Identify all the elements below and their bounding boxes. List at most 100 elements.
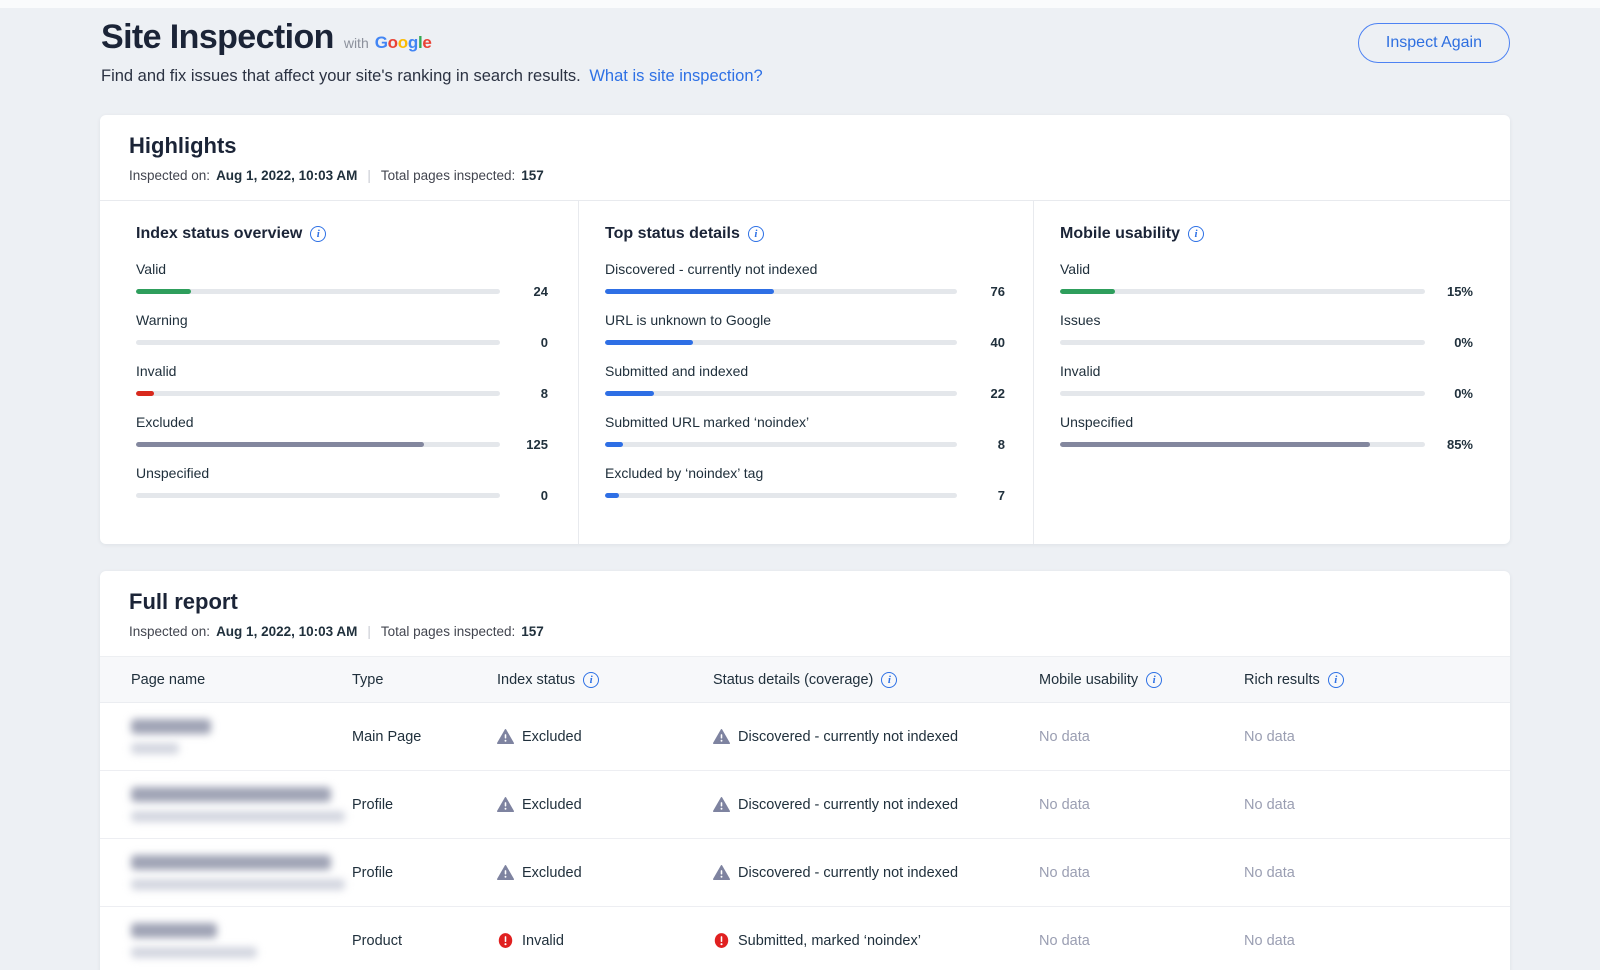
google-letter: G (375, 33, 388, 52)
column-title: Index status overview (136, 225, 302, 243)
mobile-usability-cell: No data (1039, 797, 1244, 813)
total-pages-label: Total pages inspected: (381, 168, 515, 183)
progress-bar (605, 493, 957, 498)
with-label: with (344, 35, 369, 51)
error-icon (713, 932, 730, 949)
full-report-table: Page name Type Index statusi Status deta… (100, 656, 1510, 970)
stat-excluded-noindex-tag: Excluded by ‘noindex’ tag 7 (605, 465, 1005, 503)
meta-separator: | (363, 624, 375, 639)
full-report-title: Full report (129, 589, 1480, 615)
info-icon[interactable]: i (310, 226, 326, 242)
progress-bar (1060, 442, 1425, 447)
warning-icon (713, 864, 730, 881)
full-report-card: Full report Inspected on: Aug 1, 2022, 1… (100, 571, 1510, 970)
index-status-cell: Invalid (497, 932, 713, 949)
stat-discovered-not-indexed: Discovered - currently not indexed 76 (605, 261, 1005, 299)
highlights-title: Highlights (129, 133, 1480, 159)
inspect-again-button[interactable]: Inspect Again (1358, 23, 1510, 63)
page-subtitle: Find and fix issues that affect your sit… (101, 67, 581, 85)
status-details-cell: Discovered - currently not indexed (713, 864, 1039, 881)
stat-submitted-indexed: Submitted and indexed 22 (605, 363, 1005, 401)
table-row: Product Invalid Submitted, marked ‘noind… (100, 907, 1510, 970)
google-letter: o (398, 33, 408, 52)
info-icon[interactable]: i (1328, 672, 1344, 688)
column-title: Top status details (605, 225, 740, 243)
index-status-cell: Excluded (497, 796, 713, 813)
total-pages-value: 157 (521, 168, 544, 183)
stat-excluded: Excluded 125 (136, 414, 548, 452)
mobile-usability-cell: No data (1039, 933, 1244, 949)
column-header-status-details: Status details (coverage)i (713, 672, 1039, 688)
error-icon (497, 932, 514, 949)
inspected-on-value: Aug 1, 2022, 10:03 AM (216, 168, 357, 183)
page-type: Main Page (352, 729, 497, 745)
total-pages-value: 157 (521, 624, 544, 639)
stat-submitted-noindex: Submitted URL marked ‘noindex’ 8 (605, 414, 1005, 452)
page-type: Profile (352, 865, 497, 881)
meta-separator: | (363, 168, 375, 183)
progress-bar (605, 340, 957, 345)
table-row: Profile Excluded Discovered - currently … (100, 839, 1510, 907)
inspected-on-label: Inspected on: (129, 168, 210, 183)
google-letter: o (388, 33, 398, 52)
page-type: Product (352, 933, 497, 949)
progress-bar (136, 340, 500, 345)
progress-bar (605, 391, 957, 396)
redacted-page-name (131, 787, 345, 822)
table-row: Profile Excluded Discovered - currently … (100, 771, 1510, 839)
stat-valid: Valid 24 (136, 261, 548, 299)
column-header-rich-results: Rich resultsi (1244, 672, 1510, 688)
column-header-page-name: Page name (100, 672, 352, 688)
column-title: Mobile usability (1060, 225, 1180, 243)
progress-bar (1060, 289, 1425, 294)
rich-results-cell: No data (1244, 797, 1510, 813)
table-header-row: Page name Type Index statusi Status deta… (100, 657, 1510, 703)
warning-icon (713, 796, 730, 813)
info-icon[interactable]: i (583, 672, 599, 688)
status-details-cell: Discovered - currently not indexed (713, 728, 1039, 745)
index-status-cell: Excluded (497, 864, 713, 881)
rich-results-cell: No data (1244, 933, 1510, 949)
what-is-site-inspection-link[interactable]: What is site inspection? (589, 67, 762, 85)
page-title: Site Inspection (101, 18, 334, 57)
progress-bar (136, 493, 500, 498)
table-row: Main Page Excluded Discovered - currentl… (100, 703, 1510, 771)
stat-mobile-unspecified: Unspecified 85% (1060, 414, 1473, 452)
stat-mobile-issues: Issues 0% (1060, 312, 1473, 350)
column-header-mobile-usability: Mobile usabilityi (1039, 672, 1244, 688)
redacted-page-name (131, 923, 257, 958)
google-logo: Google (375, 33, 432, 53)
info-icon[interactable]: i (1188, 226, 1204, 242)
status-details-cell: Submitted, marked ‘noindex’ (713, 932, 1039, 949)
mobile-usability-column: Mobile usabilityi Valid 15% Issues 0% In… (1033, 201, 1510, 544)
inspected-on-label: Inspected on: (129, 624, 210, 639)
page-header: Site Inspection with Google Find and fix… (0, 8, 1600, 101)
mobile-usability-cell: No data (1039, 729, 1244, 745)
mobile-usability-cell: No data (1039, 865, 1244, 881)
stat-unspecified: Unspecified 0 (136, 465, 548, 503)
progress-bar (136, 289, 500, 294)
info-icon[interactable]: i (881, 672, 897, 688)
inspected-on-value: Aug 1, 2022, 10:03 AM (216, 624, 357, 639)
column-header-index-status: Index statusi (497, 672, 713, 688)
highlights-card: Highlights Inspected on: Aug 1, 2022, 10… (100, 115, 1510, 544)
stat-invalid: Invalid 8 (136, 363, 548, 401)
total-pages-label: Total pages inspected: (381, 624, 515, 639)
progress-bar (1060, 340, 1425, 345)
stat-mobile-invalid: Invalid 0% (1060, 363, 1473, 401)
redacted-page-name (131, 719, 211, 754)
progress-bar (605, 442, 957, 447)
top-status-details-column: Top status details i Discovered - current… (578, 201, 1033, 544)
stat-url-unknown: URL is unknown to Google 40 (605, 312, 1005, 350)
google-letter: e (422, 33, 431, 52)
index-status-cell: Excluded (497, 728, 713, 745)
status-details-cell: Discovered - currently not indexed (713, 796, 1039, 813)
info-icon[interactable]: i (748, 226, 764, 242)
page-type: Profile (352, 797, 497, 813)
info-icon[interactable]: i (1146, 672, 1162, 688)
progress-bar (1060, 391, 1425, 396)
warning-icon (497, 728, 514, 745)
warning-icon (713, 728, 730, 745)
progress-bar (136, 391, 500, 396)
rich-results-cell: No data (1244, 729, 1510, 745)
